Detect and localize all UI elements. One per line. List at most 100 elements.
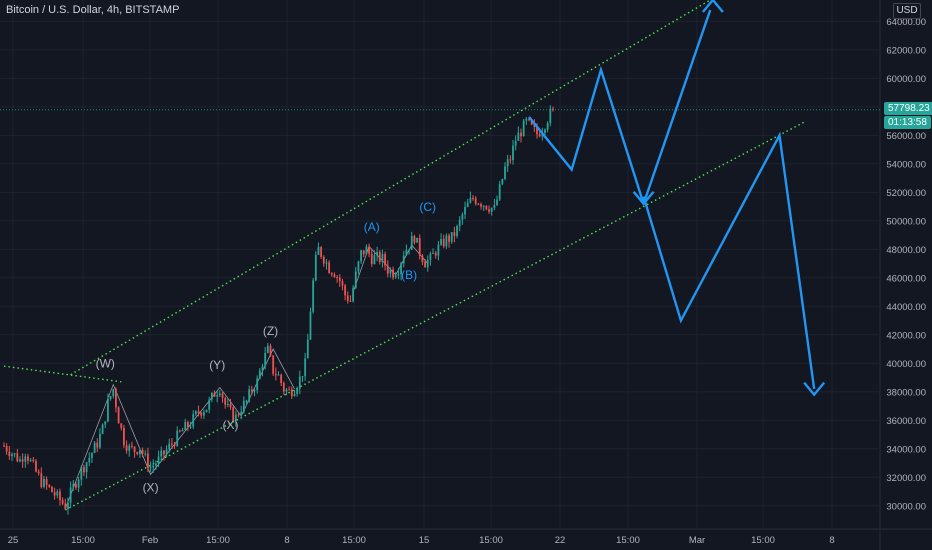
- candle-body: [386, 265, 389, 274]
- candle-body: [237, 414, 240, 416]
- candle-body: [192, 414, 195, 427]
- candle-body: [173, 444, 176, 446]
- wave-count-line: [64, 348, 295, 509]
- candle-body: [277, 374, 280, 376]
- wave-label: (W): [96, 357, 115, 371]
- last-price-badge: 57798.23: [884, 101, 932, 115]
- candle-countdown-badge: 01:13:58: [884, 115, 931, 129]
- candle-body: [528, 118, 530, 120]
- candle-body: [472, 197, 474, 199]
- y-tick-label: 50000.00: [886, 216, 926, 227]
- projection-arrowhead: [701, 0, 724, 13]
- y-tick-label: 40000.00: [886, 359, 926, 370]
- candle-body: [397, 274, 400, 276]
- candle-body: [256, 378, 259, 391]
- x-tick-label: 15:00: [751, 535, 775, 546]
- y-tick-label: 64000.00: [886, 17, 926, 28]
- x-tick-label: 15:00: [616, 535, 640, 546]
- y-tick-label: 34000.00: [886, 444, 926, 455]
- chart-title: Bitcoin / U.S. Dollar, 4h, BITSTAMP: [6, 4, 180, 16]
- candle-body: [437, 244, 440, 256]
- candle-body: [83, 467, 85, 473]
- currency-button[interactable]: USD: [893, 3, 921, 19]
- candle-body: [67, 502, 69, 510]
- projection-line: [528, 65, 645, 205]
- candle-body: [384, 254, 386, 266]
- x-tick-label: 15:00: [479, 535, 503, 546]
- candle-body: [131, 445, 133, 447]
- y-tick-label: 56000.00: [886, 131, 926, 142]
- candle-body: [53, 492, 56, 496]
- y-tick-label: 30000.00: [886, 501, 926, 512]
- candle-body: [64, 503, 67, 510]
- candle-body: [157, 456, 160, 464]
- candle-body: [488, 209, 490, 212]
- candle-body: [336, 277, 339, 279]
- candle-body: [253, 390, 256, 392]
- candle-body: [27, 456, 29, 461]
- candle-body: [269, 345, 272, 356]
- candle-body: [91, 452, 93, 458]
- candle-body: [429, 253, 432, 260]
- candle-body: [216, 395, 219, 397]
- candle-body: [296, 388, 299, 394]
- candle-body: [370, 253, 373, 265]
- candle-body: [213, 392, 216, 397]
- x-tick-label: 15:00: [342, 535, 366, 546]
- candle-body: [77, 479, 80, 488]
- candle-body: [184, 421, 187, 430]
- wave-label: (A): [364, 220, 380, 234]
- candle-body: [408, 249, 410, 251]
- candle-body: [232, 407, 235, 421]
- candle-body: [432, 252, 434, 254]
- candle-body: [381, 254, 384, 263]
- candle-body: [32, 459, 35, 462]
- projection-arrowhead: [803, 381, 826, 397]
- candle-body: [280, 374, 283, 383]
- candle-body: [322, 256, 325, 264]
- x-axis[interactable]: 25 15:00 Feb 15:00 8 15:00 15 15:00 22 15:00 Mar 15…: [8, 535, 835, 546]
- candle-body: [163, 450, 165, 455]
- candle-body: [392, 269, 394, 278]
- candle-body: [16, 453, 19, 462]
- candle-body: [21, 459, 24, 462]
- candle-body: [5, 446, 8, 452]
- candle-body: [101, 424, 104, 434]
- candle-body: [56, 491, 59, 496]
- candle-body: [112, 389, 115, 397]
- candle-body: [240, 411, 243, 416]
- candle-body: [125, 445, 128, 451]
- candle-body: [530, 119, 533, 125]
- projection-path: [528, 0, 826, 397]
- candle-body: [88, 457, 91, 463]
- candle-body: [186, 421, 189, 427]
- candle-body: [373, 255, 376, 265]
- candle-body: [501, 179, 504, 185]
- candle-body: [354, 271, 357, 288]
- candle-body: [480, 204, 482, 207]
- candle-body: [205, 409, 208, 413]
- candle-body: [453, 232, 456, 237]
- candle-body: [346, 295, 349, 301]
- candle-body: [258, 370, 261, 379]
- candle-body: [144, 453, 147, 455]
- x-tick-label: 25: [8, 535, 19, 546]
- candle-body: [317, 246, 320, 255]
- candle-body: [445, 235, 448, 247]
- candle-body: [352, 287, 355, 302]
- x-tick-label: 15: [419, 535, 430, 546]
- candle-body: [410, 236, 413, 250]
- chart-lines: [0, 0, 880, 511]
- y-tick-label: 52000.00: [886, 188, 926, 199]
- candle-body: [80, 467, 83, 480]
- y-tick-label: 54000.00: [886, 159, 926, 170]
- y-tick-label: 46000.00: [886, 273, 926, 284]
- candle-body: [546, 123, 549, 130]
- candle-body: [538, 134, 541, 137]
- candle-body: [181, 429, 184, 432]
- candle-body: [544, 129, 546, 133]
- y-axis[interactable]: 30000.00 32000.00 34000.00 36000.00 38000.00…: [886, 17, 926, 512]
- candle-body: [115, 389, 117, 408]
- candle-body: [424, 262, 426, 268]
